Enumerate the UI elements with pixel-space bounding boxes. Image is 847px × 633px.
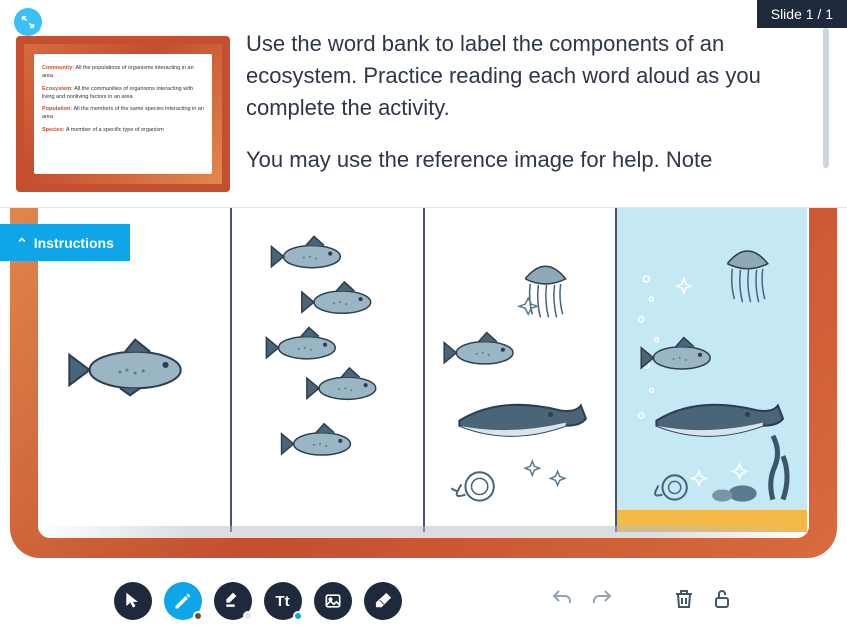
ecosystem-icon (621, 216, 803, 524)
panel-shadow (35, 526, 812, 538)
highlighter-color-dot (243, 611, 253, 621)
thumbnail-content: Community: All the populations of organi… (34, 54, 212, 174)
fish-icon (44, 216, 226, 524)
reference-thumbnail[interactable]: Community: All the populations of organi… (16, 36, 230, 192)
pen-tool[interactable] (164, 582, 202, 620)
ecosystem-panels (40, 208, 807, 532)
eraser-tool[interactable] (364, 582, 402, 620)
instructions-panel: Community: All the populations of organi… (0, 0, 847, 208)
undo-redo-group (550, 587, 614, 616)
instructions-text: Use the word bank to label the component… (246, 28, 831, 195)
image-tool[interactable] (314, 582, 352, 620)
slide-counter: Slide 1 / 1 (757, 0, 847, 28)
highlighter-tool[interactable] (214, 582, 252, 620)
tool-group: Tt (114, 582, 402, 620)
panel-population (232, 208, 424, 532)
pen-color-dot (193, 611, 203, 621)
expand-button[interactable] (14, 8, 42, 36)
canvas-area[interactable]: ⌄ Instructions (0, 208, 847, 568)
lock-button[interactable] (710, 587, 734, 616)
panel-ecosystem (617, 208, 807, 532)
pointer-tool[interactable] (114, 582, 152, 620)
trash-button[interactable] (672, 587, 696, 616)
instructions-toggle[interactable]: ⌄ Instructions (0, 224, 130, 261)
toolbar: Tt (0, 569, 847, 633)
chevron-up-icon: ⌄ (16, 234, 28, 251)
community-icon (429, 216, 611, 524)
undo-button[interactable] (550, 587, 574, 616)
text-color-dot (293, 611, 303, 621)
scrollbar[interactable] (823, 28, 829, 168)
fish-school-icon (236, 216, 418, 524)
panel-community (425, 208, 617, 532)
redo-button[interactable] (590, 587, 614, 616)
text-tool[interactable]: Tt (264, 582, 302, 620)
